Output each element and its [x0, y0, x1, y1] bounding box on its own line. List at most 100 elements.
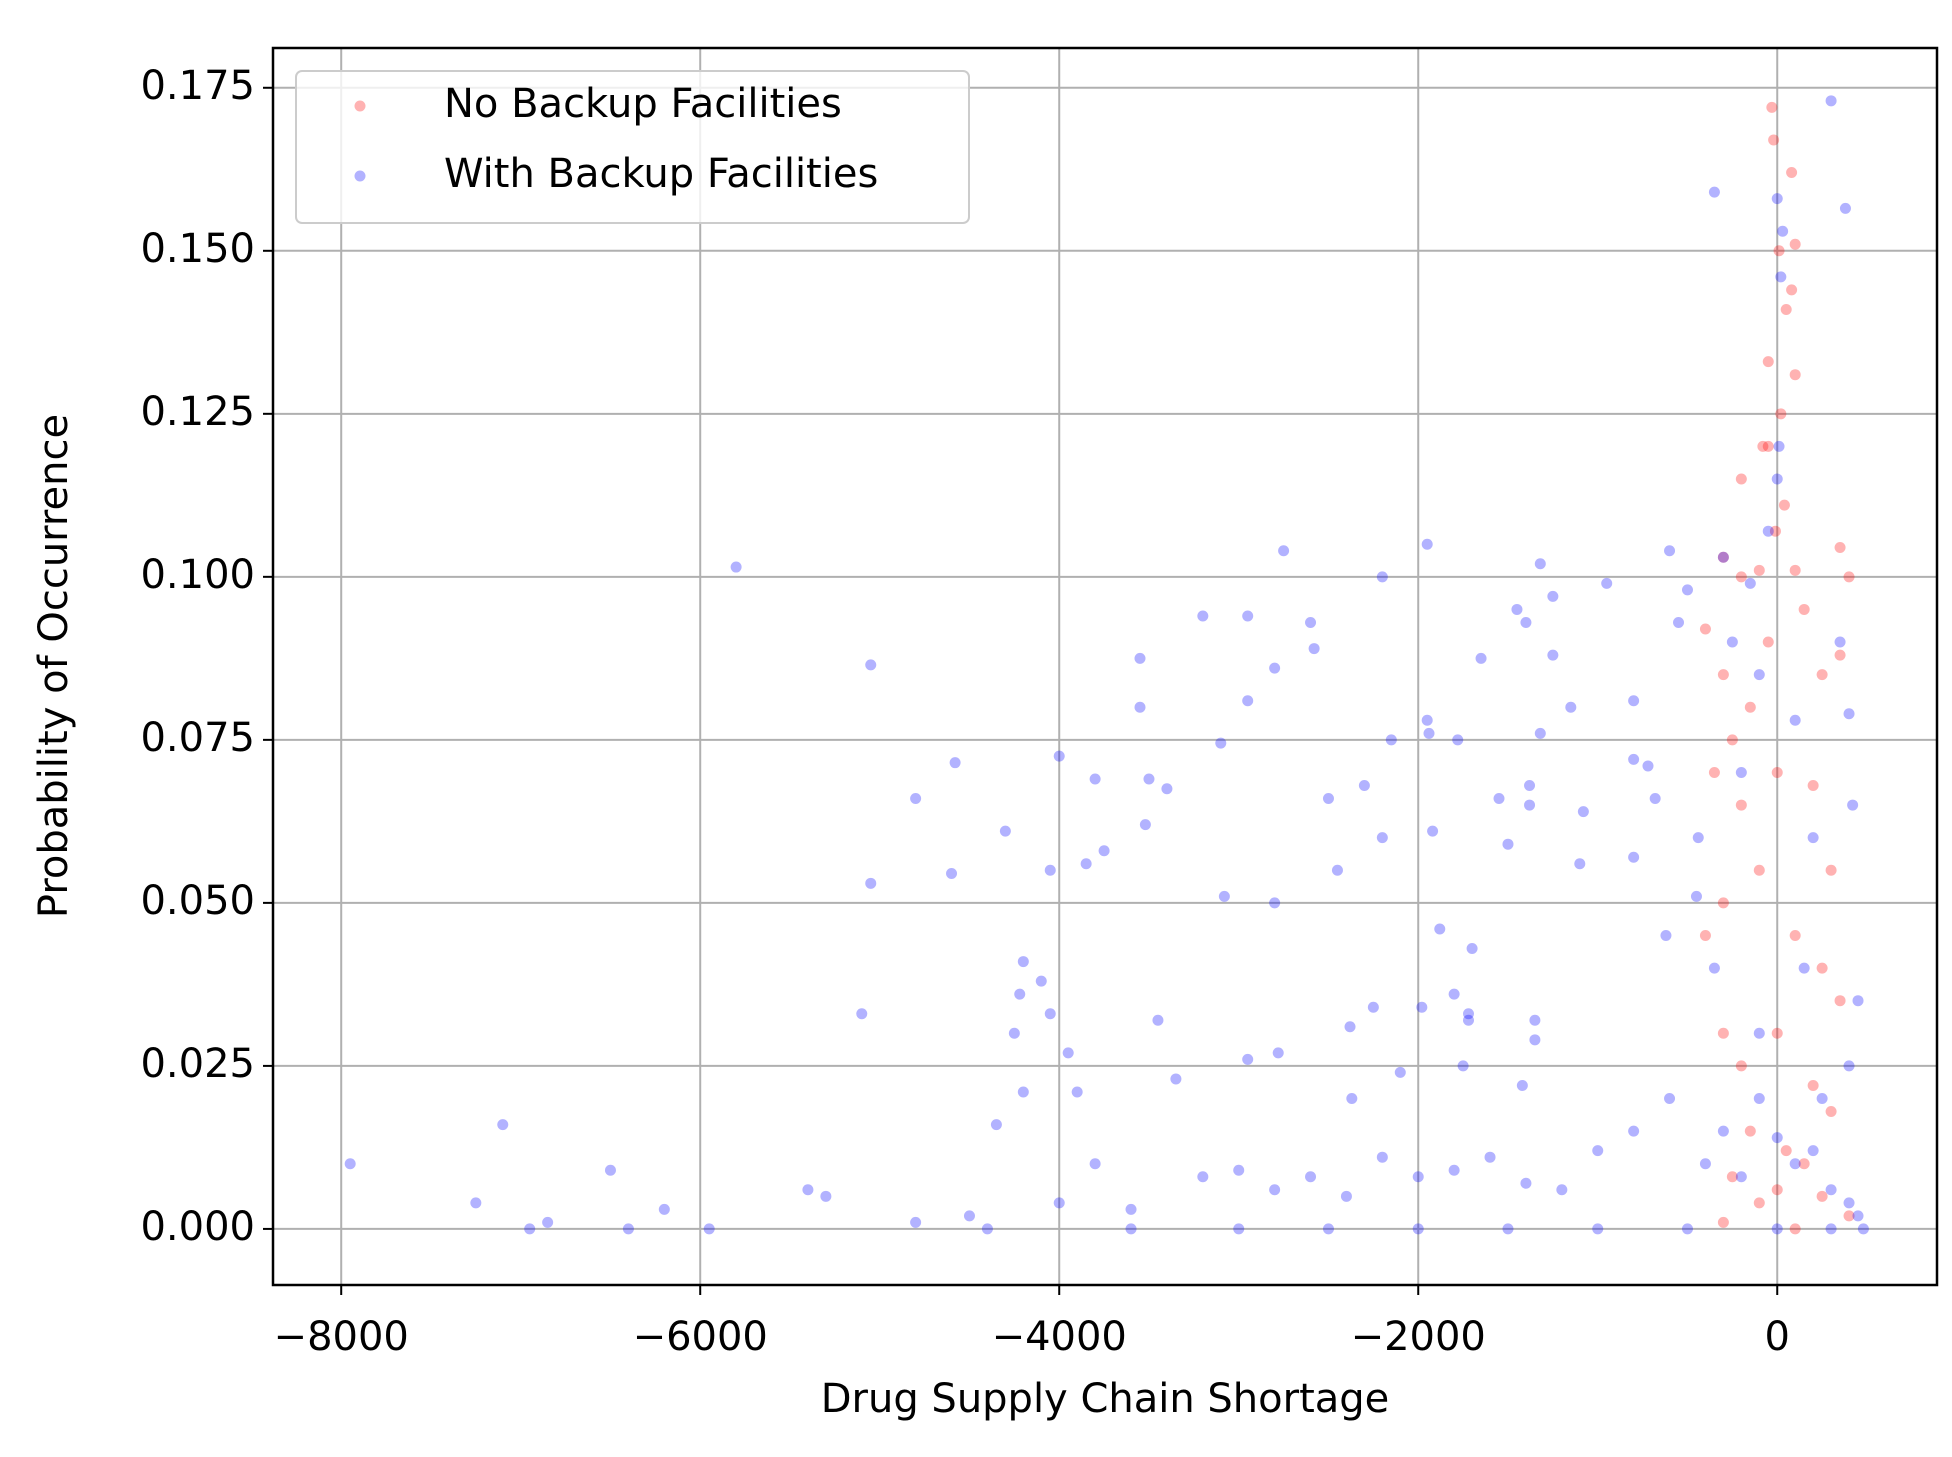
point — [1493, 793, 1505, 805]
point — [1771, 1027, 1783, 1039]
grid — [273, 48, 1937, 1285]
point — [1775, 408, 1787, 420]
point — [1798, 1158, 1810, 1170]
point — [1448, 1164, 1460, 1176]
point — [1807, 1079, 1819, 1091]
point — [1717, 551, 1729, 563]
point — [1664, 1093, 1676, 1105]
point — [1269, 1184, 1281, 1196]
point — [1843, 571, 1855, 583]
point — [1484, 1151, 1496, 1163]
y-tick-label: 0.175 — [140, 63, 255, 109]
point — [1726, 1171, 1738, 1183]
point — [1717, 1125, 1729, 1137]
point — [1376, 1151, 1388, 1163]
point — [1708, 766, 1720, 778]
point — [1735, 766, 1747, 778]
x-tick-label: 0 — [1765, 1314, 1790, 1360]
point — [1762, 440, 1774, 452]
point — [1771, 766, 1783, 778]
point — [946, 868, 958, 880]
point — [1242, 1053, 1254, 1065]
point — [1218, 890, 1230, 902]
point — [1816, 1093, 1828, 1105]
point — [1708, 962, 1720, 974]
point — [1534, 558, 1546, 570]
point — [1628, 851, 1640, 863]
point — [1511, 603, 1523, 615]
point — [1735, 571, 1747, 583]
point — [1577, 806, 1589, 818]
point — [1242, 610, 1254, 622]
point — [1452, 734, 1464, 746]
point — [703, 1223, 715, 1235]
point — [1574, 858, 1586, 870]
x-tick-label: −6000 — [633, 1314, 768, 1360]
point — [604, 1164, 616, 1176]
point — [1089, 1158, 1101, 1170]
legend-marker — [354, 170, 366, 182]
point — [1547, 649, 1559, 661]
x-axis-label: Drug Supply Chain Shortage — [821, 1376, 1390, 1422]
point — [1717, 669, 1729, 681]
point — [1516, 1079, 1528, 1091]
point — [1798, 962, 1810, 974]
point — [1331, 864, 1343, 876]
point — [1771, 1223, 1783, 1235]
point — [1520, 616, 1532, 628]
point — [1376, 832, 1388, 844]
point — [1807, 832, 1819, 844]
point — [497, 1119, 509, 1131]
point — [1717, 1216, 1729, 1228]
point — [802, 1184, 814, 1196]
point — [1778, 499, 1790, 511]
point — [1789, 1223, 1801, 1235]
x-tick-label: −4000 — [992, 1314, 1127, 1360]
point — [622, 1223, 634, 1235]
point — [981, 1223, 993, 1235]
point — [1053, 1197, 1065, 1209]
point — [1547, 590, 1559, 602]
point — [1308, 643, 1320, 655]
point — [1649, 793, 1661, 805]
y-tick-label: 0.025 — [140, 1041, 255, 1087]
point — [1744, 701, 1756, 713]
point — [1673, 616, 1685, 628]
point — [1233, 1223, 1245, 1235]
point — [1502, 838, 1514, 850]
point — [1753, 1027, 1765, 1039]
point — [1565, 701, 1577, 713]
point — [1780, 1145, 1792, 1157]
point — [1798, 603, 1810, 615]
point — [865, 659, 877, 671]
point — [1753, 564, 1765, 576]
point — [1098, 845, 1110, 857]
point — [1466, 943, 1478, 955]
point — [524, 1223, 536, 1235]
legend-label: With Backup Facilities — [444, 151, 878, 197]
point — [963, 1210, 975, 1222]
point — [1825, 95, 1837, 107]
point — [1834, 541, 1846, 553]
point — [1170, 1073, 1182, 1085]
point — [1556, 1184, 1568, 1196]
point — [1412, 1223, 1424, 1235]
legend: No Backup Facilities With Backup Faciliti… — [295, 70, 970, 224]
point — [1592, 1145, 1604, 1157]
point — [1789, 1158, 1801, 1170]
y-tick-label: 0.050 — [140, 878, 255, 924]
point — [1852, 995, 1864, 1007]
point — [1053, 750, 1065, 762]
point — [1773, 440, 1785, 452]
point — [1044, 864, 1056, 876]
point — [1601, 577, 1613, 589]
point — [1825, 1223, 1837, 1235]
point — [1592, 1223, 1604, 1235]
point — [1143, 773, 1155, 785]
point — [1434, 923, 1446, 935]
point — [1843, 1210, 1855, 1222]
point — [1834, 995, 1846, 1007]
point — [1757, 440, 1769, 452]
point — [1017, 1086, 1029, 1098]
